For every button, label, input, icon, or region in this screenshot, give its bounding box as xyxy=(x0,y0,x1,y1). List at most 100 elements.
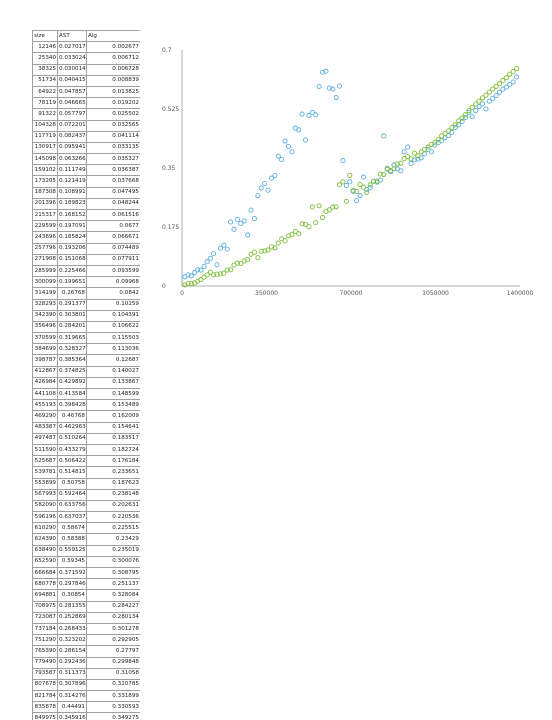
cell-alg[interactable]: 0.148599 xyxy=(86,387,140,401)
cell-ast[interactable]: 0.307896 xyxy=(57,678,87,692)
cell-ast[interactable]: 0.371592 xyxy=(57,566,87,580)
cell-ast[interactable]: 0.462963 xyxy=(57,421,87,434)
cell-size[interactable]: 159102 xyxy=(32,164,58,177)
cell-alg[interactable]: 0.153489 xyxy=(86,399,140,412)
cell-alg[interactable]: 0.104391 xyxy=(86,309,140,322)
cell-ast[interactable]: 0.225466 xyxy=(57,264,87,278)
cell-ast[interactable]: 0.291377 xyxy=(57,298,87,311)
cell-ast[interactable]: 0.328327 xyxy=(57,343,87,356)
cell-size[interactable]: 398787 xyxy=(32,354,58,367)
cell-ast[interactable]: 0.189823 xyxy=(57,197,87,211)
cell-ast[interactable]: 0.063266 xyxy=(57,153,87,166)
cell-alg[interactable]: 0.233651 xyxy=(86,466,140,479)
cell-ast[interactable]: 0.59345 xyxy=(57,555,87,569)
cell-ast[interactable]: 0.111749 xyxy=(57,164,87,177)
cell-size[interactable]: 173205 xyxy=(32,175,58,188)
cell-alg[interactable]: 0.301278 xyxy=(86,622,140,636)
cell-size[interactable]: 300099 xyxy=(32,276,58,289)
cell-size[interactable]: 271908 xyxy=(32,253,58,266)
cell-ast[interactable]: 0.58674 xyxy=(57,522,87,535)
cell-size[interactable]: 596196 xyxy=(32,511,58,524)
cell-ast[interactable]: 0.433279 xyxy=(57,443,87,457)
cell-size[interactable]: 201396 xyxy=(32,197,58,211)
cell-size[interactable]: 64922 xyxy=(32,85,58,99)
cell-alg[interactable]: 0.066671 xyxy=(86,231,140,244)
cell-size[interactable]: 328293 xyxy=(32,298,58,311)
cell-ast[interactable]: 0.281355 xyxy=(57,600,87,613)
cell-alg[interactable]: 0.133867 xyxy=(86,376,140,390)
cell-alg[interactable]: 0.0677 xyxy=(86,220,140,233)
cell-size[interactable]: 652590 xyxy=(32,555,58,569)
cell-size[interactable]: 567993 xyxy=(32,488,58,501)
cell-size[interactable]: 91322 xyxy=(32,108,58,121)
cell-alg[interactable]: 0.09968 xyxy=(86,276,140,289)
cell-alg[interactable]: 0.006712 xyxy=(86,52,140,65)
cell-alg[interactable]: 0.225515 xyxy=(86,522,140,535)
cell-ast[interactable]: 0.30854 xyxy=(57,589,87,602)
cell-ast[interactable]: 0.193206 xyxy=(57,242,87,255)
cell-alg[interactable]: 0.019202 xyxy=(86,97,140,110)
cell-ast[interactable]: 0.046665 xyxy=(57,97,87,110)
cell-size[interactable]: 553899 xyxy=(32,477,58,490)
cell-alg[interactable]: 0.300076 xyxy=(86,555,140,569)
cell-ast[interactable]: 0.506422 xyxy=(57,455,87,468)
cell-ast[interactable]: 0.027017 xyxy=(57,41,87,54)
cell-size[interactable]: 624390 xyxy=(32,533,58,546)
cell-alg[interactable]: 0.061516 xyxy=(86,208,140,222)
cell-ast[interactable]: 0.510264 xyxy=(57,432,87,445)
cell-size[interactable]: 130917 xyxy=(32,141,58,155)
cell-ast[interactable]: 0.319665 xyxy=(57,332,87,345)
cell-alg[interactable]: 0.047495 xyxy=(86,186,140,199)
cell-size[interactable]: 370599 xyxy=(32,332,58,345)
cell-ast[interactable]: 0.057797 xyxy=(57,108,87,121)
cell-size[interactable]: 412867 xyxy=(32,365,58,378)
cell-size[interactable]: 117719 xyxy=(32,130,58,143)
cell-alg[interactable]: 0.330593 xyxy=(86,701,140,714)
cell-ast[interactable]: 0.514815 xyxy=(57,466,87,479)
header-cell-ast[interactable]: AST xyxy=(57,30,87,43)
cell-ast[interactable]: 0.26768 xyxy=(57,287,87,300)
cell-alg[interactable]: 0.074489 xyxy=(86,242,140,255)
cell-ast[interactable]: 0.284201 xyxy=(57,320,87,334)
cell-ast[interactable]: 0.185824 xyxy=(57,231,87,244)
cell-size[interactable]: 779490 xyxy=(32,656,58,669)
cell-alg[interactable]: 0.292905 xyxy=(86,634,140,647)
cell-ast[interactable]: 0.252869 xyxy=(57,611,87,624)
cell-size[interactable]: 539781 xyxy=(32,466,58,479)
cell-size[interactable]: 483387 xyxy=(32,421,58,434)
cell-size[interactable]: 497487 xyxy=(32,432,58,445)
cell-size[interactable]: 723087 xyxy=(32,611,58,624)
cell-size[interactable]: 751290 xyxy=(32,634,58,647)
cell-alg[interactable]: 0.036387 xyxy=(86,164,140,177)
cell-ast[interactable]: 0.303801 xyxy=(57,309,87,322)
cell-size[interactable]: 765390 xyxy=(32,645,58,658)
cell-size[interactable]: 469290 xyxy=(32,410,58,423)
cell-alg[interactable]: 0.235019 xyxy=(86,544,140,557)
cell-alg[interactable]: 0.183517 xyxy=(86,432,140,445)
cell-size[interactable]: 426984 xyxy=(32,376,58,390)
cell-alg[interactable]: 0.106622 xyxy=(86,320,140,334)
cell-alg[interactable]: 0.093599 xyxy=(86,264,140,278)
cell-ast[interactable]: 0.030014 xyxy=(57,63,87,76)
cell-alg[interactable]: 0.238148 xyxy=(86,488,140,501)
cell-size[interactable]: 285999 xyxy=(32,264,58,278)
cell-alg[interactable]: 0.002677 xyxy=(86,41,140,54)
cell-ast[interactable]: 0.44491 xyxy=(57,701,87,714)
cell-alg[interactable]: 0.12687 xyxy=(86,354,140,367)
cell-size[interactable]: 257796 xyxy=(32,242,58,255)
cell-size[interactable]: 638490 xyxy=(32,544,58,557)
cell-ast[interactable]: 0.413584 xyxy=(57,387,87,401)
cell-size[interactable]: 511590 xyxy=(32,443,58,457)
cell-ast[interactable]: 0.197091 xyxy=(57,220,87,233)
cell-alg[interactable]: 0.025502 xyxy=(86,108,140,121)
cell-size[interactable]: 849975 xyxy=(32,712,58,720)
cell-size[interactable]: 525687 xyxy=(32,455,58,468)
cell-alg[interactable]: 0.154641 xyxy=(86,421,140,434)
cell-size[interactable]: 680778 xyxy=(32,578,58,591)
cell-ast[interactable]: 0.429892 xyxy=(57,376,87,390)
cell-size[interactable]: 342390 xyxy=(32,309,58,322)
cell-size[interactable]: 455193 xyxy=(32,399,58,412)
cell-size[interactable]: 51734 xyxy=(32,74,58,87)
cell-alg[interactable]: 0.10259 xyxy=(86,298,140,311)
cell-size[interactable]: 610290 xyxy=(32,522,58,535)
